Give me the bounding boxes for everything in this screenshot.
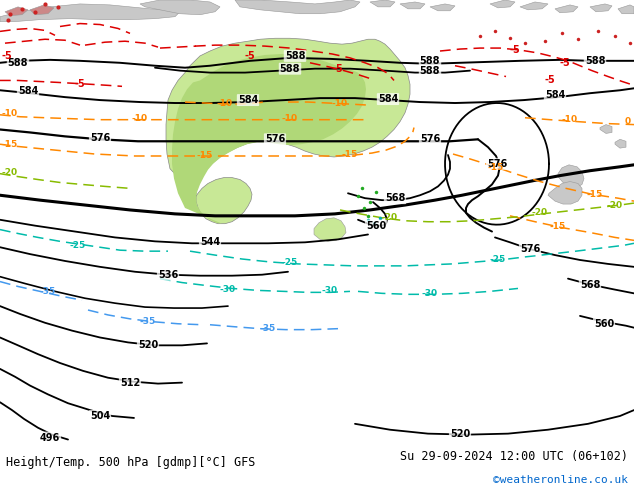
Text: -5: -5 xyxy=(333,64,344,74)
Polygon shape xyxy=(140,0,220,15)
Text: -20: -20 xyxy=(607,200,623,210)
Text: 584: 584 xyxy=(18,86,38,96)
Text: 588: 588 xyxy=(420,66,440,75)
Text: 520: 520 xyxy=(138,341,158,350)
Text: 588: 588 xyxy=(8,58,29,68)
Polygon shape xyxy=(600,124,612,133)
Text: 584: 584 xyxy=(378,94,398,104)
Text: 512: 512 xyxy=(120,378,140,388)
Polygon shape xyxy=(0,4,180,22)
Text: 536: 536 xyxy=(158,270,178,280)
Text: -15: -15 xyxy=(488,163,504,172)
Text: -15: -15 xyxy=(342,149,358,159)
Polygon shape xyxy=(166,38,410,224)
Text: -15: -15 xyxy=(2,140,18,149)
Text: 560: 560 xyxy=(366,220,386,231)
Text: -5: -5 xyxy=(245,51,256,61)
Text: 496: 496 xyxy=(40,433,60,442)
Polygon shape xyxy=(490,0,515,8)
Text: -10: -10 xyxy=(132,114,148,123)
Polygon shape xyxy=(5,7,28,16)
Text: Height/Temp. 500 hPa [gdmp][°C] GFS: Height/Temp. 500 hPa [gdmp][°C] GFS xyxy=(6,456,256,468)
Text: 568: 568 xyxy=(385,193,405,203)
Text: -5: -5 xyxy=(560,58,571,68)
Text: -10: -10 xyxy=(217,98,233,107)
Text: 544: 544 xyxy=(200,237,220,247)
Text: 588: 588 xyxy=(420,56,440,66)
Polygon shape xyxy=(520,2,548,10)
Polygon shape xyxy=(235,0,360,14)
Polygon shape xyxy=(618,5,634,14)
Text: 576: 576 xyxy=(90,133,110,144)
Polygon shape xyxy=(555,5,578,13)
Text: -30: -30 xyxy=(422,289,438,298)
Text: -25: -25 xyxy=(490,254,506,264)
Text: -35: -35 xyxy=(260,324,276,333)
Polygon shape xyxy=(558,165,584,187)
Text: -5: -5 xyxy=(2,51,13,61)
Polygon shape xyxy=(314,218,346,242)
Text: -5: -5 xyxy=(75,79,86,89)
Text: -10: -10 xyxy=(562,115,578,124)
Text: -15: -15 xyxy=(550,222,566,231)
Text: 588: 588 xyxy=(585,56,605,66)
Text: -10: -10 xyxy=(2,109,18,118)
Text: -30: -30 xyxy=(220,285,236,294)
Text: 560: 560 xyxy=(594,319,614,329)
Polygon shape xyxy=(548,181,582,204)
Polygon shape xyxy=(172,54,366,224)
Text: -5: -5 xyxy=(510,45,521,55)
Text: ©weatheronline.co.uk: ©weatheronline.co.uk xyxy=(493,475,628,485)
Text: -20: -20 xyxy=(532,208,548,218)
Text: -5: -5 xyxy=(545,75,555,85)
Text: -10: -10 xyxy=(282,114,298,123)
Text: Su 29-09-2024 12:00 UTC (06+102): Su 29-09-2024 12:00 UTC (06+102) xyxy=(399,450,628,463)
Text: -20: -20 xyxy=(2,168,18,177)
Polygon shape xyxy=(590,4,612,12)
Text: 584: 584 xyxy=(545,90,565,100)
Text: -15: -15 xyxy=(197,150,213,160)
Polygon shape xyxy=(615,139,626,148)
Text: -10: -10 xyxy=(332,98,348,107)
Text: -35: -35 xyxy=(140,318,156,326)
Text: -35: -35 xyxy=(40,287,56,296)
Text: 576: 576 xyxy=(487,159,507,169)
Polygon shape xyxy=(30,5,54,15)
Text: -25: -25 xyxy=(282,258,298,268)
Text: -20: -20 xyxy=(382,213,398,222)
Text: -25: -25 xyxy=(70,241,86,250)
Text: 588: 588 xyxy=(280,64,301,74)
Text: 576: 576 xyxy=(265,134,285,145)
Polygon shape xyxy=(370,0,395,7)
Text: 520: 520 xyxy=(450,429,470,439)
Text: 584: 584 xyxy=(238,95,258,105)
Text: 0: 0 xyxy=(625,117,631,126)
Text: 576: 576 xyxy=(420,134,440,145)
Text: -30: -30 xyxy=(322,286,338,295)
Polygon shape xyxy=(400,2,425,9)
Text: 576: 576 xyxy=(520,244,540,254)
Text: 504: 504 xyxy=(90,411,110,421)
Text: 588: 588 xyxy=(285,51,305,61)
Polygon shape xyxy=(430,4,455,11)
Text: -15: -15 xyxy=(587,190,603,199)
Text: 568: 568 xyxy=(580,279,600,290)
